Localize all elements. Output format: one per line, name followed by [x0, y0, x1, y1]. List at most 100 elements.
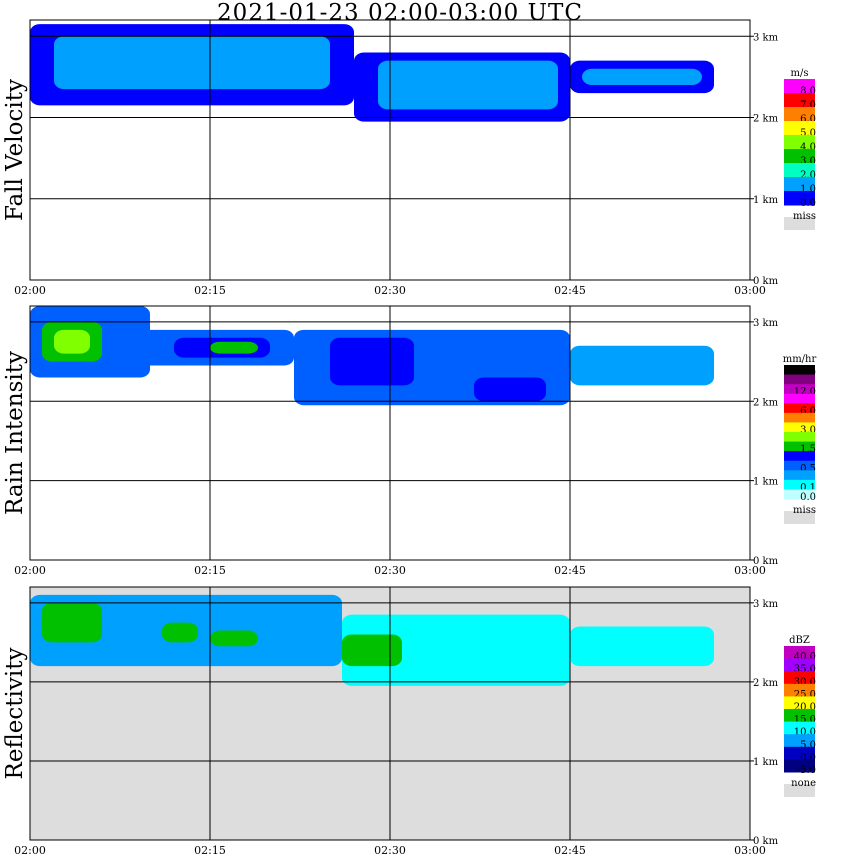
data-region	[342, 634, 402, 667]
legend-miss-swatch	[784, 217, 815, 230]
legend-swatch	[784, 365, 815, 376]
y-tick-label: 1 km	[753, 757, 779, 768]
x-tick-label: 02:45	[554, 564, 586, 577]
legend-swatch	[784, 135, 815, 150]
y-tick-label: 2 km	[753, 397, 779, 408]
legend-miss-swatch	[784, 784, 815, 797]
legend-swatch	[784, 470, 815, 481]
legend-miss-label: miss	[793, 211, 816, 222]
x-tick-label: 02:30	[374, 284, 406, 297]
x-tick-label: 03:00	[734, 844, 766, 857]
legend-swatch	[784, 460, 815, 471]
legend-label: 1.0	[800, 184, 816, 195]
legend-label: 30.0	[794, 677, 816, 688]
data-region	[330, 337, 414, 386]
legend-label: 3.0	[800, 156, 816, 167]
y-axis-label: Fall Velocity	[2, 79, 28, 221]
panel-fall-velocity: 02:00 02:15 02:30 02:45 03:000 km 1 km 2 km 3 k…	[2, 19, 816, 297]
plot-frame	[29, 305, 751, 561]
y-tick-label: 2 km	[753, 678, 779, 689]
legend-label: 7.0	[800, 100, 816, 111]
x-tick-label: 03:00	[734, 564, 766, 577]
legend-label: 4.0	[800, 142, 816, 153]
panel-reflectivity: 02:00 02:15 02:30 02:45 03:000 km 1 km 2 km 3 k…	[2, 586, 816, 857]
data-region	[474, 377, 546, 402]
legend: dBZ 40.035.0 30.025.0 20.0 15.010.0 5.00.0 -5.…	[784, 635, 816, 797]
legend-swatch	[784, 149, 815, 164]
y-tick-label: 0 km	[753, 276, 779, 287]
legend-miss-label: none	[791, 778, 816, 789]
legend-swatch	[784, 489, 815, 500]
legend-unit: mm/hr	[783, 354, 817, 365]
legend-label: 10.0	[794, 727, 816, 738]
y-axis-label: Rain Intensity	[2, 351, 28, 515]
y-tick-label: 2 km	[753, 114, 779, 125]
legend-miss-label: miss	[793, 505, 816, 516]
legend-label: 5.0	[800, 128, 816, 139]
legend-label: 0.1	[800, 482, 816, 493]
legend-label: 48.0	[794, 368, 816, 379]
legend-swatch	[784, 721, 815, 735]
legend-swatch	[784, 79, 815, 94]
y-tick-label: 3 km	[753, 318, 779, 329]
data-region	[54, 36, 330, 90]
legend-label: 6.0	[800, 114, 816, 125]
legend-swatch	[784, 163, 815, 178]
legend-swatch	[784, 384, 815, 395]
data-region	[570, 626, 714, 667]
data-region	[342, 614, 570, 686]
legend-swatch	[784, 374, 815, 385]
legend-swatch	[784, 658, 815, 672]
legend-label: 35.0	[794, 664, 816, 675]
legend: mm/hr 48.0 12.0 6.0 3.0 1.5 0.5 0.10.0 miss	[783, 354, 817, 524]
data-region	[210, 630, 258, 647]
y-tick-label: 1 km	[753, 195, 779, 206]
legend-swatch	[784, 746, 815, 760]
legend-label: 3.0	[800, 425, 816, 436]
legend-label: 8.0	[800, 86, 816, 97]
y-tick-label: 0 km	[753, 556, 779, 567]
legend-unit: dBZ	[789, 635, 810, 646]
y-tick-label: 1 km	[753, 477, 779, 488]
x-tick-label: 03:00	[734, 284, 766, 297]
data-region	[42, 602, 102, 643]
x-tick-label: 02:15	[194, 564, 226, 577]
plot-frame	[29, 586, 751, 841]
legend-swatch	[784, 671, 815, 685]
panel-rain-intensity: 02:00 02:15 02:30 02:45 03:000 km 1 km 2 km 3 k…	[2, 305, 817, 577]
legend-swatch	[784, 177, 815, 192]
legend-label: 6.0	[800, 406, 816, 417]
y-tick-label: 3 km	[753, 599, 779, 610]
data-region	[162, 622, 198, 643]
legend-swatch	[784, 107, 815, 122]
legend-label: 20.0	[794, 702, 816, 713]
legend: m/s 8.0 7.0 6.0 5.0 4.0 3.0 2.0 1.0 0.0 miss	[784, 68, 816, 230]
legend-label: 0.0	[800, 492, 816, 503]
legend-swatch	[784, 403, 815, 414]
legend-label: 25.0	[794, 689, 816, 700]
legend-swatch	[784, 479, 815, 490]
x-tick-label: 02:30	[374, 564, 406, 577]
legend-swatch	[784, 432, 815, 443]
legend-label: 0.0	[800, 198, 816, 209]
x-tick-label: 02:45	[554, 284, 586, 297]
x-tick-label: 02:15	[194, 844, 226, 857]
legend-unit: m/s	[791, 68, 809, 79]
x-tick-label: 02:00	[14, 284, 46, 297]
legend-label: 40.0	[794, 652, 816, 663]
legend-label: 15.0	[794, 715, 816, 726]
x-tick-label: 02:15	[194, 284, 226, 297]
x-tick-label: 02:00	[14, 844, 46, 857]
legend-swatch	[784, 422, 815, 433]
y-tick-label: 0 km	[753, 836, 779, 847]
legend-label: 0.5	[800, 463, 816, 474]
legend-label: 1.5	[800, 444, 816, 455]
legend-swatch	[784, 683, 815, 697]
x-tick-label: 02:45	[554, 844, 586, 857]
plot-frame	[29, 19, 751, 281]
legend-miss-swatch	[784, 511, 815, 524]
data-region	[54, 329, 90, 354]
legend-swatch	[784, 441, 815, 452]
data-region	[210, 341, 258, 354]
